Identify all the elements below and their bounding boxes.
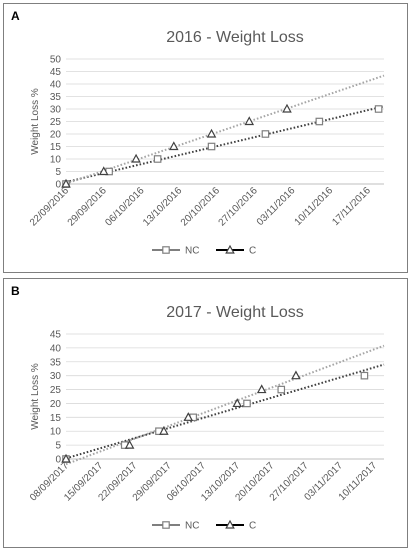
legend: NC C [152,244,256,257]
legend-marker [162,521,170,529]
y-tick-label: 45 [50,330,62,341]
y-tick-label: 40 [50,80,62,91]
y-tick-label: 10 [50,427,62,438]
data-point-c [131,153,141,163]
y-tick-label: 5 [55,167,61,178]
panel-a: A 2016 - Weight Loss 0 5 10 15 20 25 30 35 40 45 50… [3,3,408,273]
panel-letter: B [11,284,20,298]
y-tick-label: 10 [50,155,62,166]
legend-label: NC [185,246,199,257]
data-point-c [124,439,135,449]
data-point-nc [315,117,324,126]
data-point-c [232,398,243,408]
legend: NC C [152,519,256,532]
x-tick-label: 13/10/2016 [141,185,184,228]
y-tick-label: 15 [50,413,62,424]
legend-marker [225,519,235,529]
y-tick-label: 15 [50,142,62,153]
trendline-nc [65,105,385,184]
data-point-nc [374,105,383,113]
y-tick-label: 25 [50,385,62,396]
x-tick-label: 17/11/2016 [330,185,373,228]
x-tick-label: 06/10/2016 [103,185,146,228]
y-tick-label: 20 [50,399,62,410]
x-tick-label: 10/11/2016 [293,185,336,228]
y-tick-label: 40 [50,343,62,354]
y-axis-label: Weight Loss % [30,363,41,430]
data-point-c [183,412,194,421]
chart-title: 2016 - Weight Loss [166,29,304,46]
data-point-c [98,166,109,176]
data-point-nc [277,385,286,394]
series-c [61,370,301,463]
data-point-nc [207,142,216,151]
y-axis-label: Weight Loss % [30,88,41,155]
y-tick-label: 45 [50,67,62,78]
y-tick-label: 30 [50,371,62,382]
legend-marker [225,244,235,254]
data-point-c [291,370,301,380]
trendline-c [65,344,385,466]
y-tick-label: 35 [50,92,62,103]
legend-label: C [249,521,256,532]
data-point-nc [261,130,270,138]
legend-label: NC [185,521,199,532]
data-point-c [159,425,169,435]
data-point-c [244,116,255,126]
y-tick-label: 35 [50,357,62,368]
panel-letter: A [11,9,20,23]
y-tick-label: 0 [55,455,61,466]
y-tick-label: 50 [50,55,62,66]
legend-marker [162,246,170,254]
weight-loss-2017-chart: 2017 - Weight Loss 0 5 10 15 20 25 30 35 40 45 Weig… [28,304,385,532]
x-tick-label: 22/09/2016 [28,185,71,228]
legend-label: C [249,246,256,257]
data-point-c [206,128,217,138]
data-point-c [282,103,292,113]
x-tick-label: 20/10/2016 [179,185,222,228]
data-point-c [61,453,71,463]
panel-b: B 2017 - Weight Loss 0 5 10 15 20 25 30 35 40 45 We… [3,278,408,548]
data-point-nc [153,155,162,163]
data-point-nc [360,371,369,380]
series-c [61,103,292,188]
data-point-c [256,384,267,394]
data-point-c [61,178,71,188]
y-tick-label: 0 [55,180,61,191]
data-point-c [168,141,179,151]
y-tick-label: 30 [50,105,62,116]
trendline-nc [65,363,385,460]
y-tick-label: 5 [55,441,61,452]
x-tick-label: 29/09/2016 [66,185,109,228]
y-tick-label: 20 [50,130,62,141]
x-tick-label: 27/10/2016 [217,185,260,228]
trendline-c [65,74,385,185]
data-point-nc [243,399,251,408]
y-tick-label: 25 [50,117,62,128]
x-tick-label: 03/11/2016 [255,185,298,228]
chart-title: 2017 - Weight Loss [166,304,304,321]
